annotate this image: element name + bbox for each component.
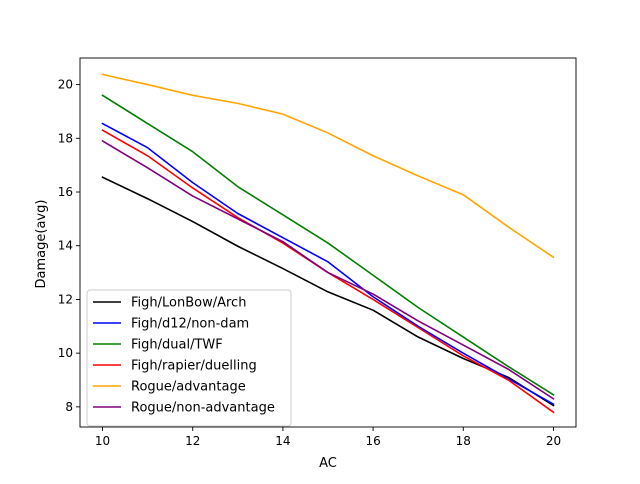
- series-line-3: [101, 94, 555, 396]
- series-line-6: [101, 139, 555, 400]
- legend: Figh/LonBow/Arch Figh/d12/non-dam Figh/dua…: [86, 289, 292, 427]
- x-tick-label: 14: [275, 434, 290, 448]
- y-tick-label: 8: [65, 400, 73, 414]
- x-tick-label: 20: [546, 434, 561, 448]
- y-tick-label: 14: [58, 239, 73, 253]
- y-axis-label: Damage(avg): [34, 200, 49, 289]
- legend-box: [86, 289, 292, 427]
- legend-label: Figh/rapier/duelling: [131, 359, 257, 374]
- x-tick-label: 10: [95, 434, 110, 448]
- legend-label: Figh/dual/TWF: [131, 338, 223, 353]
- plot-area: [101, 73, 555, 414]
- legend-label: Rogue/non-advantage: [131, 401, 275, 416]
- legend-label: Figh/d12/non-dam: [131, 317, 249, 332]
- y-tick-label: 16: [58, 185, 73, 199]
- series-line-2: [101, 122, 555, 406]
- x-axis-label: AC: [319, 456, 337, 471]
- y-tick-label: 18: [58, 131, 73, 145]
- y-tick-label: 10: [58, 346, 73, 360]
- x-tick-label: 18: [456, 434, 471, 448]
- series-line-5: [101, 73, 555, 259]
- x-tick-label: 12: [185, 434, 200, 448]
- legend-label: Figh/LonBow/Arch: [131, 296, 246, 311]
- x-tick-label: 16: [365, 434, 380, 448]
- y-tick-label: 20: [58, 78, 73, 92]
- axes: 10 12 14 16 18 20 8 10 12 14 16 18 20: [58, 57, 577, 448]
- legend-label: Rogue/advantage: [131, 380, 246, 395]
- plot-frame: [79, 57, 577, 428]
- y-tick-label: 12: [58, 292, 73, 306]
